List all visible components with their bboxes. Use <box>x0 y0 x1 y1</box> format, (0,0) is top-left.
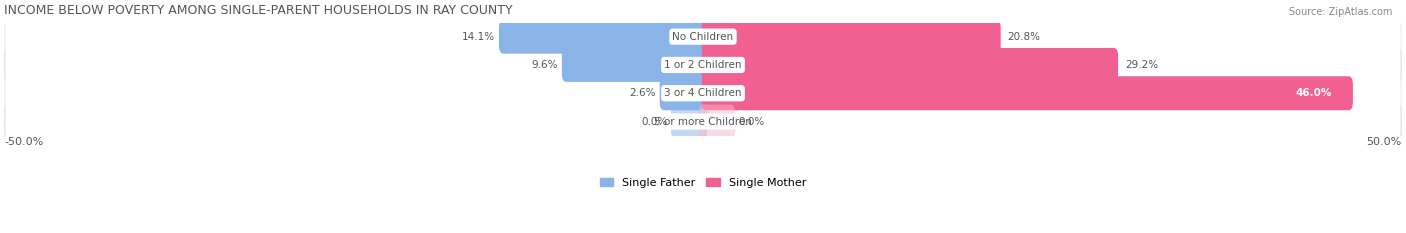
Text: 0.0%: 0.0% <box>738 116 765 127</box>
Text: 9.6%: 9.6% <box>531 60 558 70</box>
FancyBboxPatch shape <box>659 76 704 110</box>
FancyBboxPatch shape <box>499 20 704 54</box>
Text: 14.1%: 14.1% <box>461 32 495 42</box>
Text: -50.0%: -50.0% <box>4 137 44 147</box>
Legend: Single Father, Single Mother: Single Father, Single Mother <box>596 173 810 192</box>
Text: 0.0%: 0.0% <box>641 116 668 127</box>
Text: 1 or 2 Children: 1 or 2 Children <box>664 60 742 70</box>
Text: 46.0%: 46.0% <box>1295 88 1331 98</box>
FancyBboxPatch shape <box>6 45 1400 85</box>
FancyBboxPatch shape <box>6 17 1400 56</box>
FancyBboxPatch shape <box>702 76 1353 110</box>
FancyBboxPatch shape <box>702 20 1001 54</box>
Bar <box>4 79 1402 107</box>
Text: 3 or 4 Children: 3 or 4 Children <box>664 88 742 98</box>
FancyBboxPatch shape <box>6 73 1400 113</box>
FancyBboxPatch shape <box>562 48 704 82</box>
Bar <box>4 51 1402 79</box>
Bar <box>4 107 1402 136</box>
Text: Source: ZipAtlas.com: Source: ZipAtlas.com <box>1288 7 1392 17</box>
Text: 50.0%: 50.0% <box>1367 137 1402 147</box>
Bar <box>4 23 1402 51</box>
FancyBboxPatch shape <box>702 48 1118 82</box>
Text: 20.8%: 20.8% <box>1008 32 1040 42</box>
FancyBboxPatch shape <box>671 105 707 139</box>
Text: 29.2%: 29.2% <box>1125 60 1159 70</box>
FancyBboxPatch shape <box>6 102 1400 141</box>
Text: 2.6%: 2.6% <box>628 88 655 98</box>
Text: No Children: No Children <box>672 32 734 42</box>
Text: INCOME BELOW POVERTY AMONG SINGLE-PARENT HOUSEHOLDS IN RAY COUNTY: INCOME BELOW POVERTY AMONG SINGLE-PARENT… <box>4 4 513 17</box>
Text: 5 or more Children: 5 or more Children <box>654 116 752 127</box>
FancyBboxPatch shape <box>699 105 735 139</box>
